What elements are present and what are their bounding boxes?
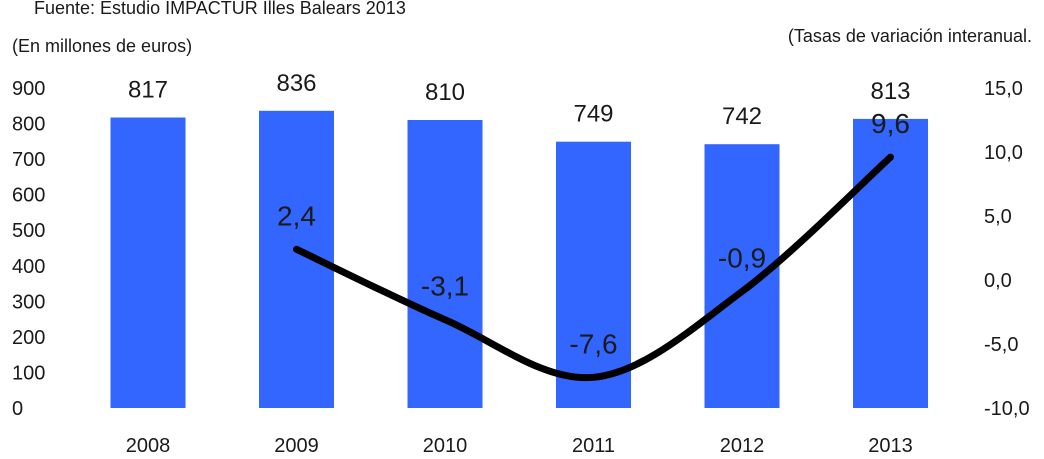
bar-value-label-2013: 813 xyxy=(870,78,910,105)
right-tick-label: 0,0 xyxy=(984,270,1012,292)
right-tick-label: 15,0 xyxy=(984,78,1023,100)
left-tick-label: 300 xyxy=(12,291,45,313)
x-axis-ticks: 2008 2009 2010 2011 2012 2013 xyxy=(126,435,913,457)
x-tick-label-2011: 2011 xyxy=(572,435,615,457)
right-tick-label: -5,0 xyxy=(984,334,1018,356)
right-tick-label: 10,0 xyxy=(984,142,1023,164)
source-note: Fuente: Estudio IMPACTUR Illes Balears 2… xyxy=(34,0,406,18)
right-tick-label: 5,0 xyxy=(984,206,1012,228)
left-axis-ticks: 0 100 200 300 400 500 600 700 800 900 xyxy=(12,78,45,420)
bar-value-label-2010: 810 xyxy=(425,79,465,106)
left-tick-label: 200 xyxy=(12,327,45,349)
bar-value-label-2011: 749 xyxy=(573,101,613,128)
variation-line xyxy=(293,153,894,382)
line-value-label-2012: -0,9 xyxy=(718,243,766,274)
left-tick-label: 600 xyxy=(12,185,45,207)
bar-labels-layer: 817 836 810 749 742 813 xyxy=(128,70,911,130)
bar-2010 xyxy=(407,120,483,408)
left-axis-note: (En millones de euros) xyxy=(12,36,192,56)
line-value-label-2009: 2,4 xyxy=(277,200,316,231)
line-value-label-2013: 9,6 xyxy=(871,108,910,139)
bar-value-label-2012: 742 xyxy=(722,103,762,130)
left-tick-label: 900 xyxy=(12,78,45,100)
left-tick-label: 100 xyxy=(12,362,45,384)
x-tick-label-2010: 2010 xyxy=(423,435,468,457)
x-tick-label-2008: 2008 xyxy=(126,435,171,457)
bar-2008 xyxy=(110,117,186,408)
bar-2011 xyxy=(556,141,631,408)
left-tick-label: 500 xyxy=(12,220,45,242)
line-labels-layer: 2,4 -3,1 -7,6 -0,9 9,6 xyxy=(277,108,910,359)
left-tick-label: 800 xyxy=(12,114,45,136)
line-value-label-2011: -7,6 xyxy=(569,328,617,359)
line-value-label-2010: -3,1 xyxy=(421,271,469,302)
bar-2013 xyxy=(853,118,928,409)
bar-value-label-2009: 836 xyxy=(276,70,316,97)
right-axis-ticks: -10,0 -5,0 0,0 5,0 10,0 15,0 xyxy=(984,78,1030,420)
bar-value-label-2008: 817 xyxy=(128,77,168,104)
right-axis-note: (Tasas de variación interanual. xyxy=(788,26,1032,46)
left-tick-label: 0 xyxy=(12,398,23,420)
x-tick-label-2012: 2012 xyxy=(720,435,765,457)
bar-2012 xyxy=(704,144,780,408)
left-tick-label: 400 xyxy=(12,256,45,278)
bars-layer xyxy=(110,110,928,409)
line-layer xyxy=(293,153,894,382)
x-tick-label-2009: 2009 xyxy=(274,435,319,457)
left-tick-label: 700 xyxy=(12,149,45,171)
x-tick-label-2013: 2013 xyxy=(868,435,913,457)
right-tick-label: -10,0 xyxy=(984,398,1030,420)
